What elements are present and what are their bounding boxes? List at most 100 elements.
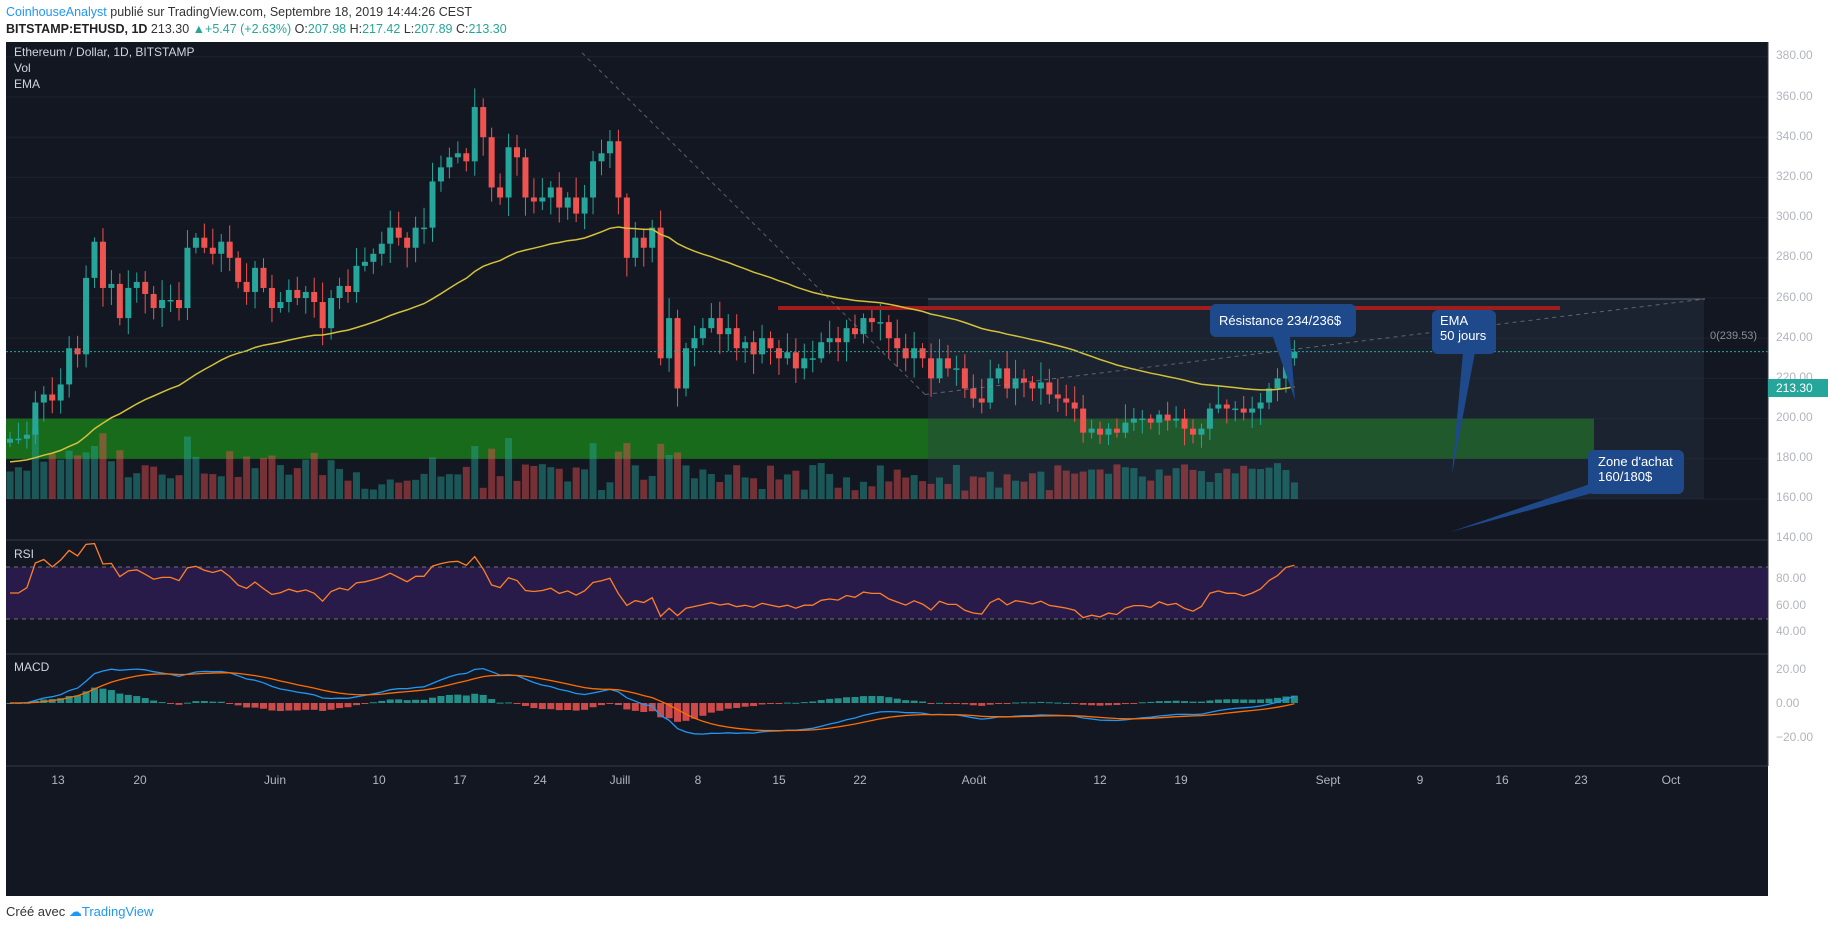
candle (1215, 404, 1222, 409)
volume-bar (564, 481, 572, 499)
resistance-callout[interactable]: Résistance 234/236$ (1210, 304, 1356, 400)
symbol-label: BITSTAMP:ETHUSD, 1D (6, 22, 148, 36)
candle (446, 157, 453, 168)
candle (74, 348, 81, 355)
volume-bar (1138, 476, 1146, 499)
price-tick-label: 360.00 (1776, 89, 1813, 103)
candle (1054, 394, 1061, 399)
candle (564, 197, 571, 208)
candle (978, 398, 985, 403)
candle (818, 342, 825, 359)
candle (1164, 414, 1171, 421)
time-axis[interactable]: 13 20 Juin 10 17 24 Juill 8 15 22 Août 12 19 Sept 9 16 2… (51, 773, 1681, 787)
zone-label-2: 160/180$ (1598, 469, 1653, 484)
macd-hist-bar (1113, 703, 1121, 705)
candle (463, 153, 470, 162)
tradingview-link[interactable]: TradingView (81, 904, 154, 919)
ema-callout[interactable]: EMA 50 jours (1432, 310, 1496, 474)
candle (1122, 422, 1129, 433)
volume-bar (623, 443, 631, 499)
candle (437, 167, 444, 182)
candle (454, 153, 461, 158)
candle (32, 402, 39, 435)
macd-hist-bar (336, 703, 344, 709)
candle (1080, 408, 1087, 433)
legend-vol: Vol (14, 61, 31, 75)
volume-bar (538, 464, 546, 499)
price-tick-label: 260.00 (1776, 290, 1813, 304)
legend-ema: EMA (14, 77, 40, 91)
volume-bar (48, 453, 56, 499)
rsi-axis[interactable]: 80.00 60.00 40.00 (1776, 571, 1806, 638)
macd-hist-bar (293, 703, 301, 711)
volume-bar (665, 454, 673, 499)
chart-canvas[interactable]: Résistance 234/236$ EMA 50 jours Zone d'… (0, 42, 1828, 902)
candle (860, 318, 867, 335)
candle (1113, 428, 1120, 433)
volume-bar (192, 456, 200, 499)
volume-bar (589, 443, 597, 499)
macd-hist-bar (158, 702, 166, 704)
macd-hist-bar (851, 697, 859, 703)
time-tick-label: Sept (1316, 773, 1341, 787)
time-tick-label: 19 (1174, 773, 1188, 787)
author-link[interactable]: CoinhouseAnalyst (6, 5, 107, 19)
macd-hist-bar (1121, 703, 1129, 705)
macd-hist-bar (1138, 702, 1146, 704)
volume-bar (944, 484, 952, 499)
candle (961, 368, 968, 389)
candle (49, 394, 56, 401)
volume-bar (336, 468, 344, 499)
zone-callout[interactable]: Zone d'achat 160/180$ (1450, 450, 1684, 532)
candle (57, 384, 64, 401)
volume-bar (183, 436, 191, 499)
candle (361, 261, 368, 266)
price-tick-label: 140.00 (1776, 530, 1813, 544)
candle (733, 328, 740, 349)
volume-bar (429, 457, 436, 499)
macd-hist-bar (944, 703, 952, 704)
macd-hist-bar (319, 703, 327, 711)
chart-background (6, 42, 1768, 896)
macd-hist-bar (276, 703, 284, 712)
volume-bar (369, 489, 377, 499)
volume-bar (851, 490, 859, 499)
macd-hist-bar (1265, 698, 1273, 703)
macd-hist-bar (682, 703, 690, 721)
volume-bar (268, 455, 276, 499)
candle (590, 161, 597, 198)
volume-bar (310, 452, 318, 499)
macd-hist-bar (352, 703, 360, 706)
candle (429, 181, 436, 228)
volume-bar (386, 479, 394, 499)
volume-bar (936, 477, 943, 499)
macd-hist-bar (91, 687, 98, 703)
zone-label-1: Zone d'achat (1598, 454, 1673, 469)
candle (1198, 428, 1205, 435)
volume-bar (344, 480, 352, 499)
fib-label: 0(239.53) (1710, 330, 1757, 342)
candle (1266, 388, 1273, 403)
candle (1130, 418, 1137, 423)
macd-hist-bar (657, 703, 665, 718)
candle (108, 283, 115, 288)
macd-hist-bar (513, 703, 521, 704)
macd-hist-bar (234, 703, 242, 706)
candle (345, 285, 351, 292)
candle (759, 338, 766, 355)
macd-axis[interactable]: 20.00 0.00 −20.00 (1776, 662, 1813, 744)
candle (716, 318, 723, 335)
volume-bar (733, 465, 741, 499)
macd-hist-bar (800, 702, 808, 704)
macd-hist-bar (1020, 702, 1028, 704)
macd-hist-bar (927, 703, 935, 704)
candle (488, 137, 495, 188)
time-tick-label: 8 (695, 773, 702, 787)
macd-hist-bar (1206, 700, 1214, 703)
low-label: L: (403, 22, 415, 36)
volume-bar (302, 459, 310, 499)
price-axis[interactable]: 380.00 360.00 340.00 320.00 300.00 280.0… (1768, 48, 1828, 544)
volume-bar (1020, 481, 1028, 499)
volume-bar (716, 482, 724, 499)
volume-bar (1240, 465, 1248, 499)
